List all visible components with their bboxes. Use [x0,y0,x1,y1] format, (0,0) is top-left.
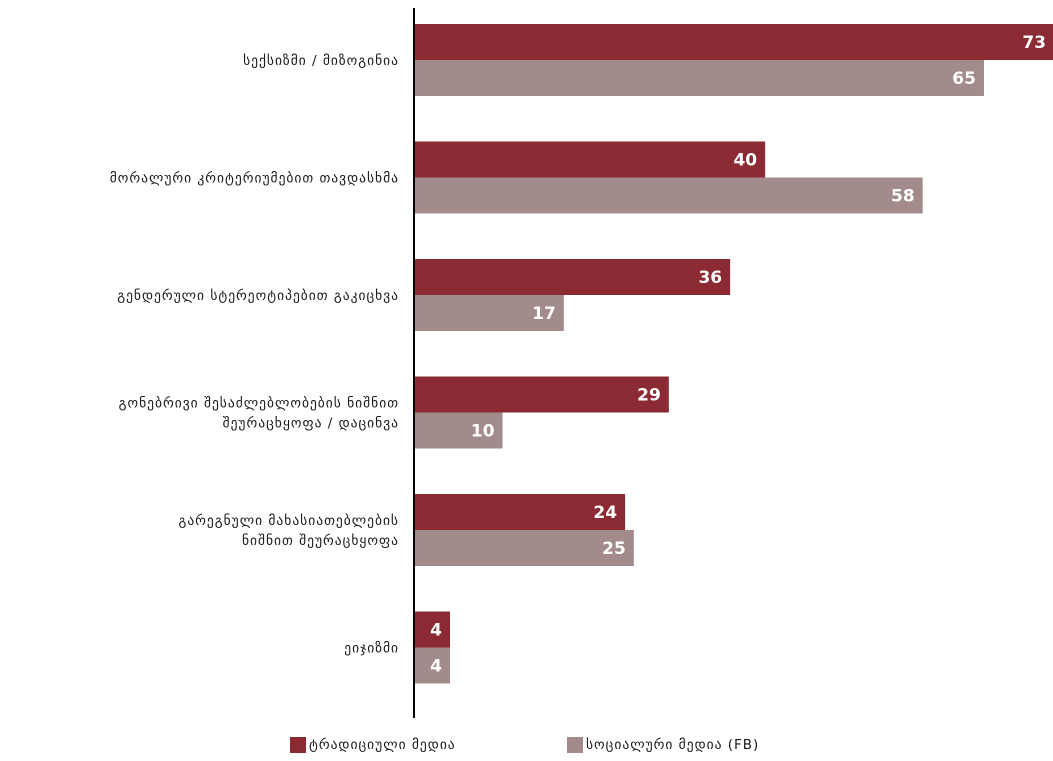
bar-traditional-2 [415,259,731,295]
value-label-traditional-5: 4 [430,621,442,641]
bar-traditional-4 [415,494,626,530]
value-label-social-0: 65 [952,69,976,89]
category-label-0-0: სექსიზმი / მიზოგინია [243,53,399,69]
legend-swatch-traditional [290,737,306,753]
value-label-social-5: 4 [430,657,442,677]
value-label-social-3: 10 [471,422,495,442]
bar-social-3 [415,412,503,449]
bar-social-2 [415,295,564,331]
value-label-traditional-1: 40 [733,151,757,171]
legend-label-traditional: ტრადიციული მედია [309,737,456,753]
bar-traditional-1 [415,141,766,178]
legend-swatch-social [567,737,583,753]
category-label-4-1: ნიშნით შეურაცხყოფა [242,532,399,549]
value-label-traditional-2: 36 [698,268,722,288]
bar-chart: სექსიზმი / მიზოგინია მორალური კრიტერიუმებ… [110,8,1053,718]
bar-social-4 [415,530,634,566]
category-label-3-0: გონებრივი შესაძლებლობების ნიშნით [119,395,399,412]
bar-traditional-5 [415,611,451,648]
value-label-traditional-0: 73 [1022,33,1046,53]
bar-social-0 [415,60,984,96]
bar-social-5 [415,647,451,684]
category-label-2-0: გენდერული სტერეოტიპებით გაკიცხვა [117,287,399,304]
legend: ტრადიციული მედია სოციალური მედია (FB) [0,737,1053,761]
value-label-social-2: 17 [532,304,556,324]
value-label-social-1: 58 [891,187,915,207]
legend-item-social: სოციალური მედია (FB) [567,737,759,753]
value-labels: 73 65 40 58 36 17 29 10 24 25 4 4 [430,33,1046,677]
category-label-5-0: ეიჯიზმი [344,641,399,657]
category-label-3-1: შეურაცხყოფა / დაცინვა [223,415,399,432]
value-label-social-4: 25 [602,539,626,559]
category-label-4-0: გარეგნული მახასიათებლების [178,512,399,529]
bar-social-1 [415,177,923,214]
category-labels: სექსიზმი / მიზოგინია მორალური კრიტერიუმებ… [110,53,399,657]
bar-traditional-3 [415,376,669,413]
legend-item-traditional: ტრადიციული მედია [290,737,456,753]
value-label-traditional-3: 29 [637,386,661,406]
value-label-traditional-4: 24 [593,503,617,523]
legend-label-social: სოციალური მედია (FB) [586,737,760,753]
bars [415,24,1053,684]
category-label-1-0: მორალური კრიტერიუმებით თავდასხმა [110,170,399,187]
bar-traditional-0 [415,24,1053,60]
